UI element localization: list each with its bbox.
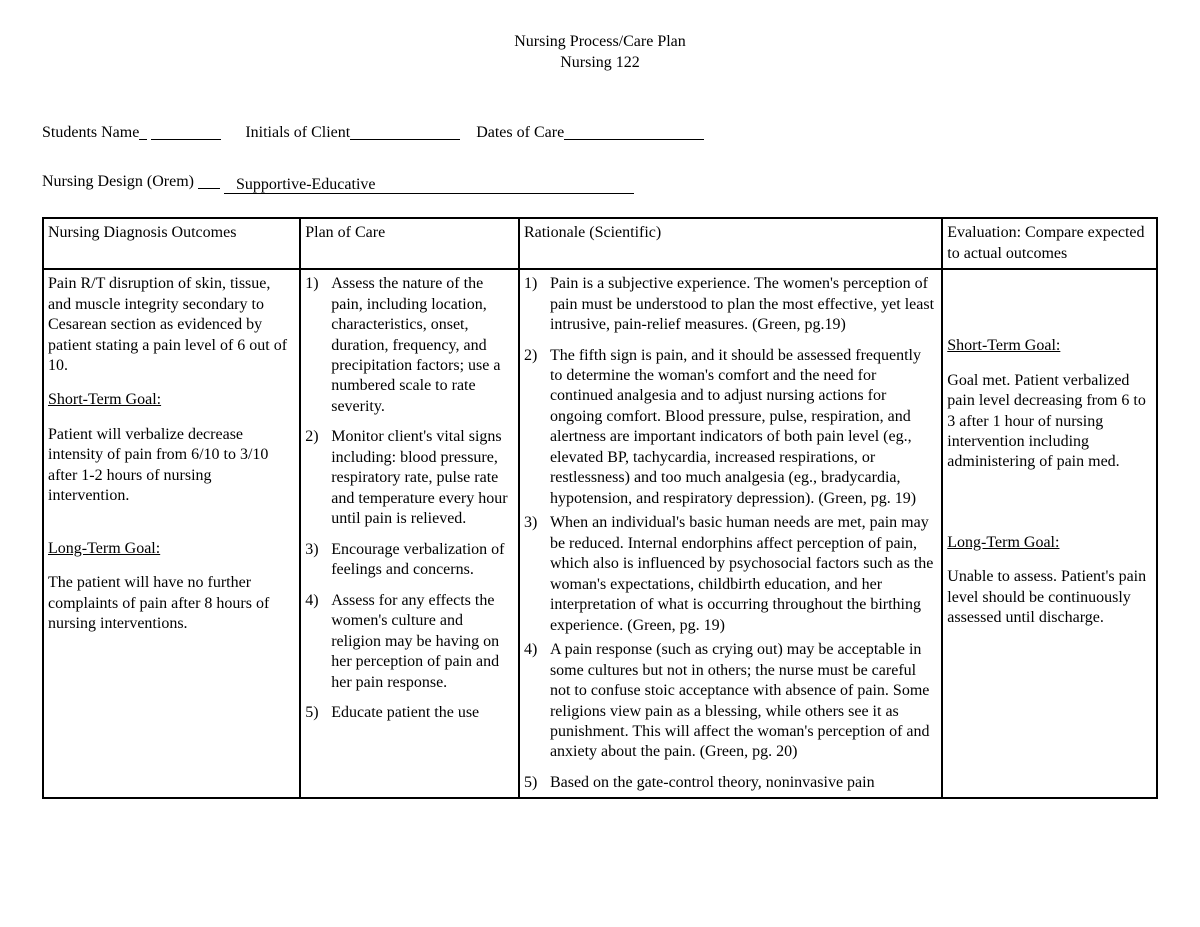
- rationale-item-text: A pain response (such as crying out) may…: [550, 641, 930, 760]
- plan-item: 5)Educate patient the use: [305, 703, 514, 723]
- care-plan-table: Nursing Diagnosis Outcomes Plan of Care …: [42, 217, 1158, 799]
- col-plan: Plan of Care: [300, 218, 519, 269]
- rationale-item: 1)Pain is a subjective experience. The w…: [524, 274, 937, 335]
- cell-plan: 1)Assess the nature of the pain, includi…: [300, 269, 519, 798]
- diagnosis-intro: Pain R/T disruption of skin, tissue, and…: [48, 274, 295, 376]
- col-evaluation: Evaluation: Compare expected to actual o…: [942, 218, 1157, 269]
- col-rationale: Rationale (Scientific): [519, 218, 942, 269]
- rationale-item: 3)When an individual's basic human needs…: [524, 513, 937, 636]
- eval-long-heading: Long-Term Goal:: [947, 533, 1152, 553]
- page-title-1: Nursing Process/Care Plan: [42, 32, 1158, 53]
- cell-evaluation: Short-Term Goal: Goal met. Patient verba…: [942, 269, 1157, 798]
- rationale-item-text: Pain is a subjective experience. The wom…: [550, 275, 934, 333]
- design-field[interactable]: Supportive-Educative: [224, 176, 634, 194]
- short-term-body: Patient will verbalize decrease intensit…: [48, 425, 295, 507]
- plan-item: 2)Monitor client's vital signs including…: [305, 427, 514, 529]
- table-row: Pain R/T disruption of skin, tissue, and…: [43, 269, 1157, 798]
- rationale-item-text: The fifth sign is pain, and it should be…: [550, 347, 921, 507]
- eval-short-heading: Short-Term Goal:: [947, 336, 1152, 356]
- plan-item-text: Assess the nature of the pain, including…: [331, 275, 500, 415]
- page-title-2: Nursing 122: [42, 53, 1158, 74]
- table-header-row: Nursing Diagnosis Outcomes Plan of Care …: [43, 218, 1157, 269]
- initials-field[interactable]: [350, 123, 460, 141]
- initials-label: Initials of Client: [245, 124, 350, 142]
- long-term-body: The patient will have no further complai…: [48, 573, 295, 634]
- plan-item: 4)Assess for any effects the women's cul…: [305, 591, 514, 693]
- plan-item: 3)Encourage verbalization of feelings an…: [305, 540, 514, 581]
- design-value: Supportive-Educative: [236, 176, 376, 193]
- dates-label: Dates of Care: [476, 124, 564, 142]
- rationale-item: 4)A pain response (such as crying out) m…: [524, 640, 937, 763]
- students-name-field[interactable]: [151, 123, 221, 141]
- eval-long-body: Unable to assess. Patient's pain level s…: [947, 567, 1152, 628]
- plan-item-text: Educate patient the use: [331, 704, 479, 721]
- plan-item: 1)Assess the nature of the pain, includi…: [305, 274, 514, 417]
- rationale-item-text: Based on the gate-control theory, noninv…: [550, 774, 875, 791]
- dates-field[interactable]: [564, 123, 704, 141]
- rationale-item: 5)Based on the gate-control theory, noni…: [524, 773, 937, 793]
- long-term-heading: Long-Term Goal:: [48, 539, 295, 559]
- cell-diagnosis: Pain R/T disruption of skin, tissue, and…: [43, 269, 300, 798]
- short-term-heading: Short-Term Goal:: [48, 390, 295, 410]
- design-label: Nursing Design (Orem): [42, 173, 194, 191]
- col-diagnosis: Nursing Diagnosis Outcomes: [43, 218, 300, 269]
- plan-item-text: Assess for any effects the women's cultu…: [331, 592, 499, 691]
- form-block: Students Name Initials of Client Dates o…: [42, 120, 1158, 192]
- rationale-item-text: When an individual's basic human needs a…: [550, 514, 933, 633]
- eval-short-body: Goal met. Patient verbalized pain level …: [947, 371, 1152, 473]
- plan-item-text: Monitor client's vital signs including: …: [331, 428, 507, 527]
- cell-rationale: 1)Pain is a subjective experience. The w…: [519, 269, 942, 798]
- plan-item-text: Encourage verbalization of feelings and …: [331, 541, 504, 578]
- students-name-label: Students Name: [42, 124, 139, 142]
- rationale-item: 2)The fifth sign is pain, and it should …: [524, 346, 937, 510]
